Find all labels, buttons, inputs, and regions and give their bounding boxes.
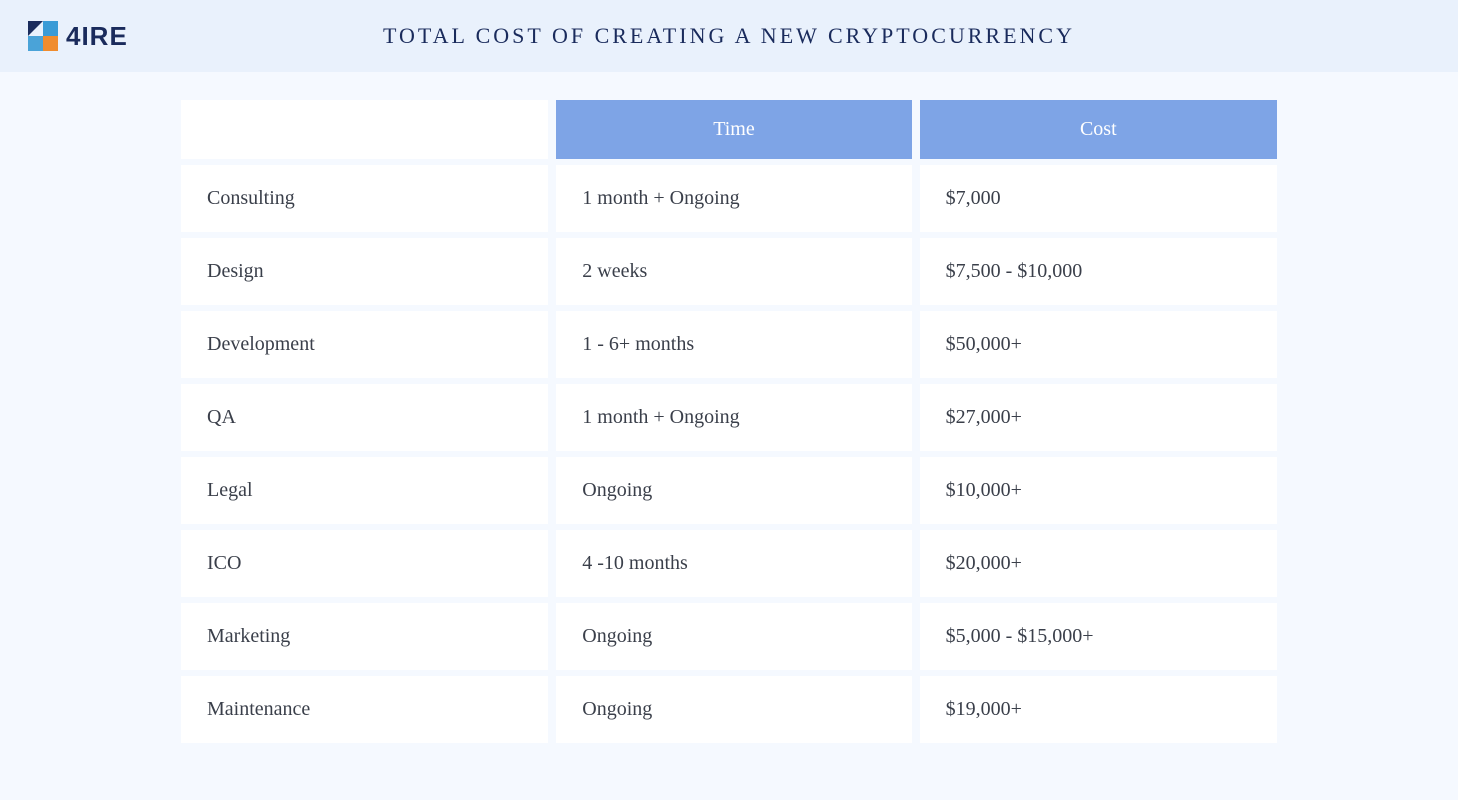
table-header-cost: Cost [920, 100, 1277, 159]
page-title: TOTAL COST OF CREATING A NEW CRYPTOCURRE… [383, 23, 1075, 49]
table-row: Consulting 1 month + Ongoing $7,000 [181, 165, 1277, 232]
row-time: 2 weeks [556, 238, 911, 305]
row-cost: $19,000+ [920, 676, 1277, 743]
row-label: QA [181, 384, 548, 451]
row-time: Ongoing [556, 676, 911, 743]
row-time: 1 - 6+ months [556, 311, 911, 378]
table-row: Design 2 weeks $7,500 - $10,000 [181, 238, 1277, 305]
row-cost: $50,000+ [920, 311, 1277, 378]
row-time: Ongoing [556, 603, 911, 670]
row-label: ICO [181, 530, 548, 597]
page-header: 4IRE TOTAL COST OF CREATING A NEW CRYPTO… [0, 0, 1458, 72]
cost-table: Time Cost Consulting 1 month + Ongoing $… [181, 100, 1277, 749]
table-container: Time Cost Consulting 1 month + Ongoing $… [0, 72, 1458, 749]
row-label: Design [181, 238, 548, 305]
row-cost: $10,000+ [920, 457, 1277, 524]
table-header-row: Time Cost [181, 100, 1277, 159]
table-row: Development 1 - 6+ months $50,000+ [181, 311, 1277, 378]
table-header-blank [181, 100, 548, 159]
table-row: Legal Ongoing $10,000+ [181, 457, 1277, 524]
brand-logo: 4IRE [28, 21, 128, 52]
row-time: 4 -10 months [556, 530, 911, 597]
row-time: 1 month + Ongoing [556, 384, 911, 451]
row-label: Marketing [181, 603, 548, 670]
row-label: Maintenance [181, 676, 548, 743]
table-row: Maintenance Ongoing $19,000+ [181, 676, 1277, 743]
row-cost: $20,000+ [920, 530, 1277, 597]
table-row: QA 1 month + Ongoing $27,000+ [181, 384, 1277, 451]
row-cost: $5,000 - $15,000+ [920, 603, 1277, 670]
table-header-time: Time [556, 100, 911, 159]
row-cost: $27,000+ [920, 384, 1277, 451]
row-label: Legal [181, 457, 548, 524]
logo-mark-icon [28, 21, 58, 51]
row-label: Consulting [181, 165, 548, 232]
table-row: ICO 4 -10 months $20,000+ [181, 530, 1277, 597]
row-time: 1 month + Ongoing [556, 165, 911, 232]
table-row: Marketing Ongoing $5,000 - $15,000+ [181, 603, 1277, 670]
row-cost: $7,500 - $10,000 [920, 238, 1277, 305]
brand-name: 4IRE [66, 21, 128, 52]
row-cost: $7,000 [920, 165, 1277, 232]
row-label: Development [181, 311, 548, 378]
row-time: Ongoing [556, 457, 911, 524]
